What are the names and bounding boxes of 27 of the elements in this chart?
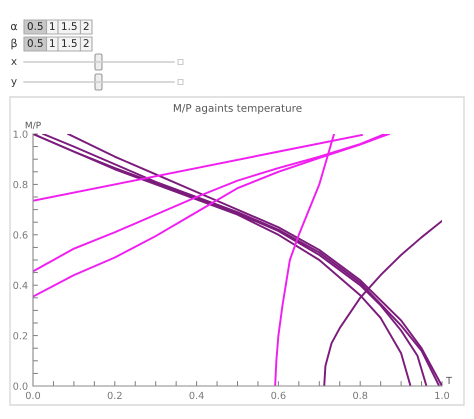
text: 0.5 xyxy=(28,39,43,48)
x-tick-label: 0.6 xyxy=(271,392,286,400)
text: 2 xyxy=(84,39,89,47)
text: y xyxy=(11,79,17,88)
x-tick-label: 0.8 xyxy=(353,392,368,400)
x-tick-label: 1.0 xyxy=(435,392,450,400)
x-axis-title: T xyxy=(446,376,452,384)
x-tick-label: 0.2 xyxy=(108,392,122,400)
chart-title: M/P againts temperature xyxy=(174,104,302,114)
y-axis-title: M/P xyxy=(26,122,41,130)
text: 2 xyxy=(84,22,89,30)
y-tick-label: 1.0 xyxy=(14,130,28,138)
text: 1 xyxy=(50,39,55,47)
text: β xyxy=(11,38,17,50)
text: 1.5 xyxy=(62,39,77,48)
text: x xyxy=(11,59,17,65)
x-tick-label: 0.4 xyxy=(190,392,204,400)
y-tick-label: 0.6 xyxy=(13,231,28,239)
y-tick-label: 0.8 xyxy=(13,180,28,188)
text: 1 xyxy=(50,22,55,30)
y-tick-label: 0.2 xyxy=(13,332,28,340)
y-tick-label: 0.0 xyxy=(13,382,28,390)
text: 1.5 xyxy=(62,22,77,30)
x-tick-label: 0.0 xyxy=(26,392,40,400)
text: α xyxy=(10,24,18,30)
y-tick-label: 0.4 xyxy=(13,282,28,290)
text: 0.5 xyxy=(28,22,43,30)
